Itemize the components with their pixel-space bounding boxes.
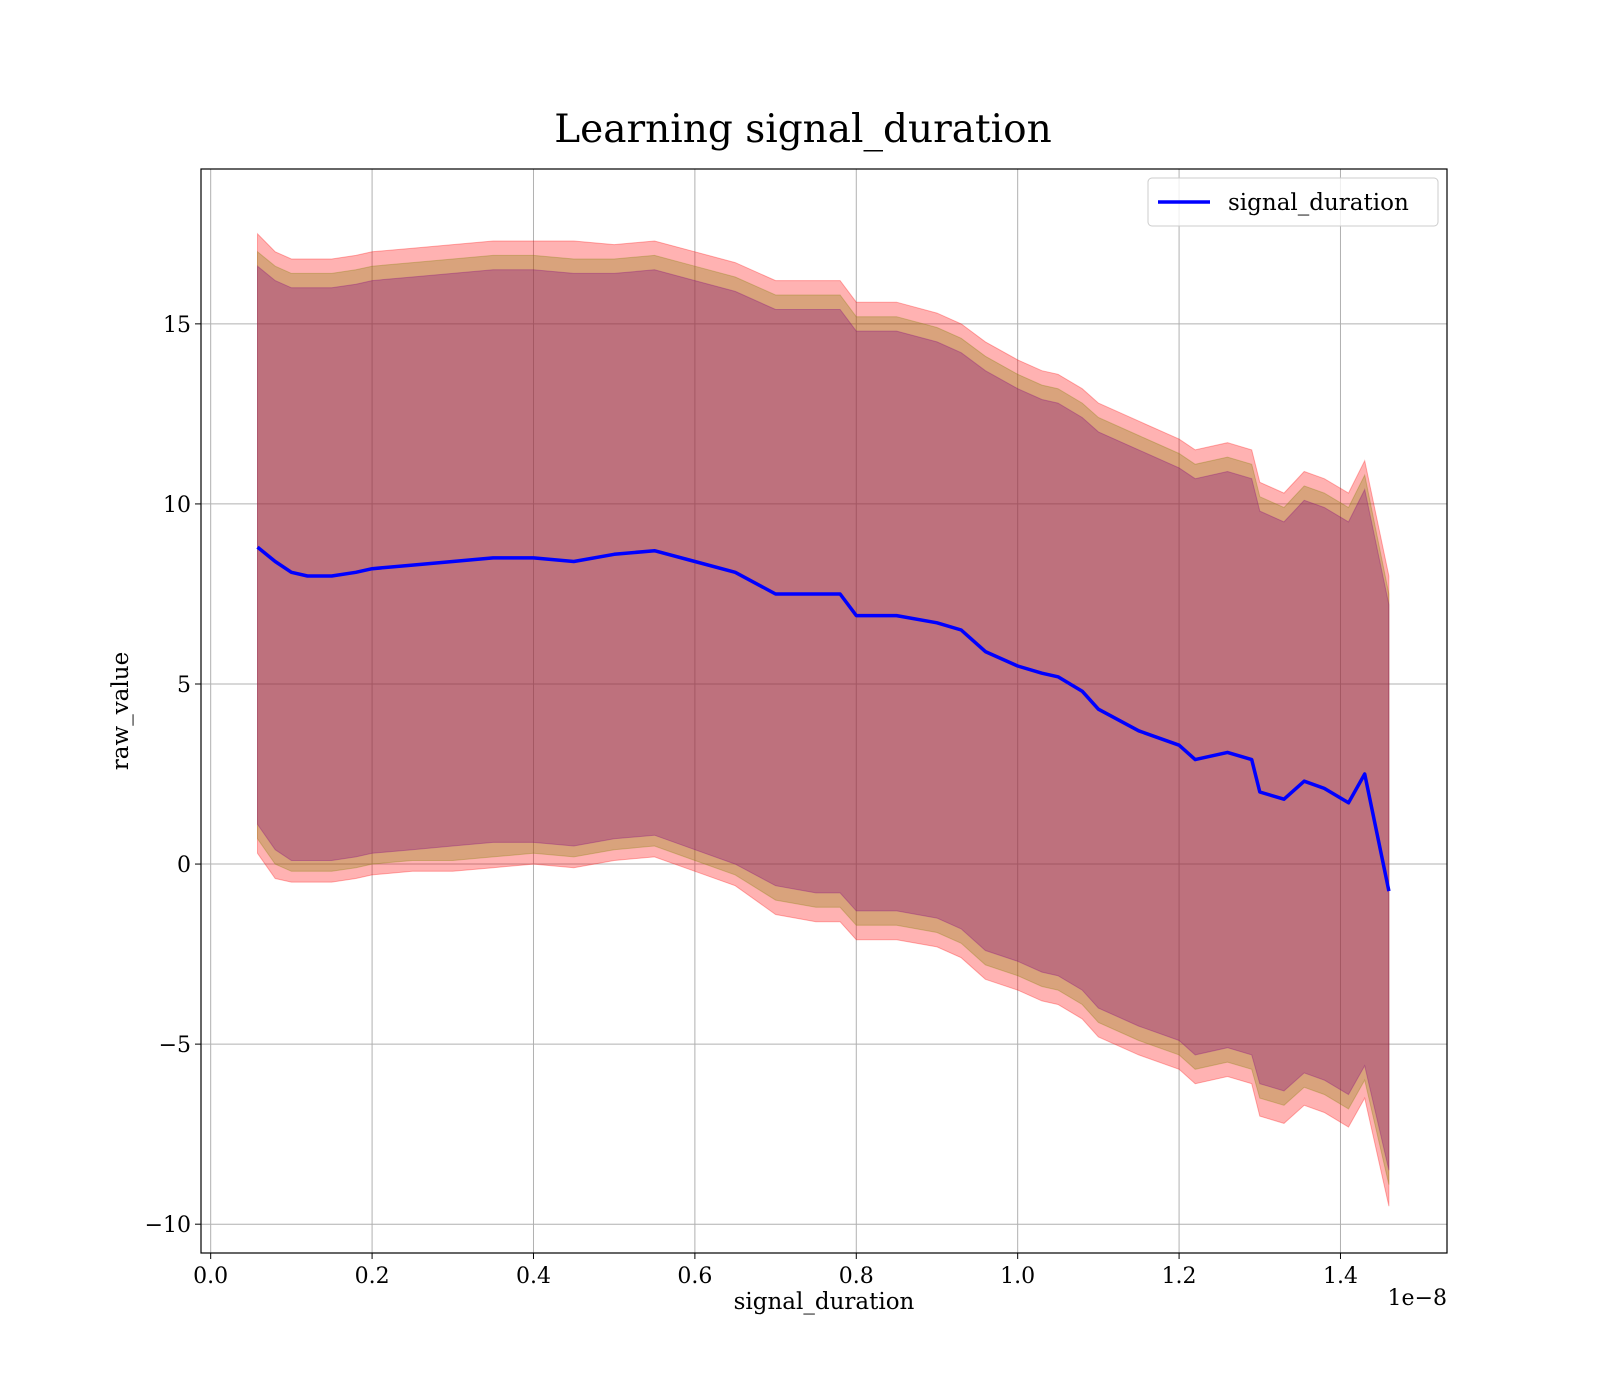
confidence-bands [257, 232, 1390, 1207]
y-tick-label: −10 [145, 1213, 191, 1238]
band-outer [257, 232, 1390, 1207]
y-axis-label: raw_value [108, 652, 134, 770]
chart-title: Learning signal_duration [554, 107, 1051, 152]
y-axis-ticks: −10 −5 0 5 10 15 [145, 313, 201, 1238]
legend-box [1147, 177, 1439, 227]
x-axis-label: signal_duration [734, 1289, 915, 1315]
x-tick-label: 1.2 [1162, 1264, 1197, 1289]
x-tick-label: 0.6 [677, 1264, 712, 1289]
x-axis-ticks: 0.0 0.2 0.4 0.6 0.8 1.0 1.2 1.4 [193, 1253, 1358, 1289]
y-tick-label: 15 [163, 313, 191, 338]
x-tick-label: 0.2 [355, 1264, 390, 1289]
band-inner [257, 265, 1390, 1171]
x-tick-label: 1.0 [1000, 1264, 1035, 1289]
band-middle [257, 250, 1390, 1185]
x-tick-label: 0.4 [516, 1264, 551, 1289]
x-tick-label: 1.4 [1323, 1264, 1358, 1289]
series-lines [256, 545, 1391, 892]
legend: signal_duration [1147, 177, 1439, 227]
axes-frame [200, 168, 1448, 1254]
x-axis-offset-text: 1e−8 [1388, 1286, 1447, 1311]
series-line-signal-duration [256, 545, 1391, 892]
y-tick-label: 10 [163, 493, 191, 518]
x-tick-label: 0.0 [193, 1264, 228, 1289]
x-tick-label: 0.8 [839, 1264, 874, 1289]
legend-label-signal-duration: signal_duration [1228, 190, 1409, 216]
y-tick-label: 5 [177, 673, 191, 698]
grid [201, 169, 1447, 1253]
y-tick-label: −5 [159, 1033, 191, 1058]
y-tick-label: 0 [177, 853, 191, 878]
